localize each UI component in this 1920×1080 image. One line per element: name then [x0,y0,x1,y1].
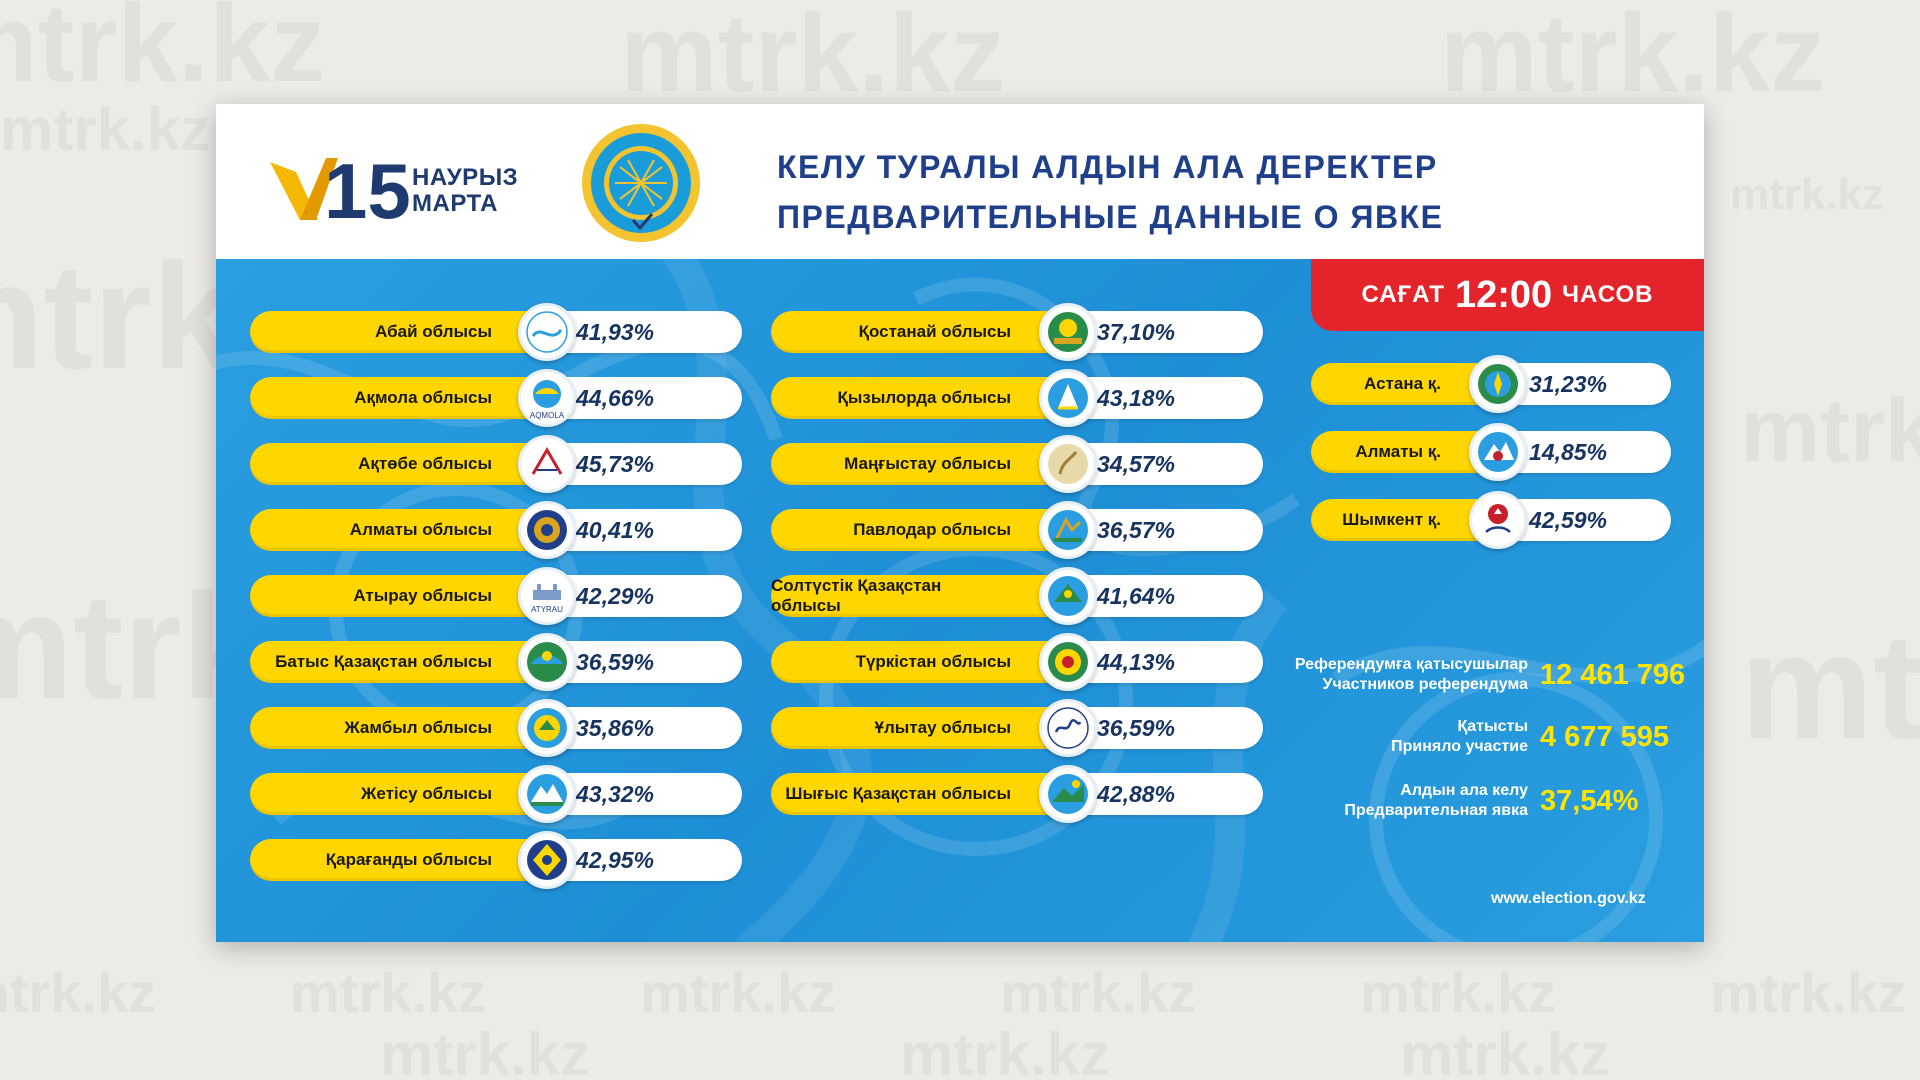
time-prefix: САҒАТ [1361,281,1445,308]
region-name: Шығыс Қазақстан облысы [771,773,1069,815]
almaty-city-emblem-icon [1469,423,1527,481]
watermark: mtrk.kz [1740,381,1920,481]
title-kz: КЕЛУ ТУРАЛЫ АЛДЫН АЛА ДЕРЕКТЕР [777,149,1438,185]
mangystau-emblem-icon [1039,435,1097,493]
watermark: mtrk.kz [1440,0,1826,115]
pavlodar-emblem-icon [1039,501,1097,559]
aktobe-emblem-icon [518,435,576,493]
watermark: mtrk.kz [620,0,1006,115]
karaganda-emblem-icon [518,831,576,889]
region-name: Ақтөбе облысы [250,443,550,485]
time-badge: САҒАТ 12:00 ЧАСОВ [1311,259,1704,331]
city-name: Алматы қ. [1311,431,1499,473]
region-name: Жамбыл облысы [250,707,550,749]
region-name: Түркістан облысы [771,641,1069,683]
abai-emblem-icon [518,303,576,361]
region-name: Қызылорда облысы [771,377,1069,419]
region-name: Алматы облысы [250,509,550,551]
watermark: mtrk.kz [1740,602,1920,770]
watermark: mtrk.kz [1000,961,1197,1024]
title-block: КЕЛУ ТУРАЛЫ АЛДЫН АЛА ДЕРЕКТЕР ПРЕДВАРИТ… [777,142,1443,242]
watermark: mtrk.kz [1400,1021,1611,1080]
north-kazakhstan-emblem-icon [1039,567,1097,625]
time-suffix: ЧАСОВ [1562,281,1654,308]
logo-line1: НАУРЫЗ [412,164,519,191]
atyrau-emblem-icon: ATYRAU [518,567,576,625]
east-kazakhstan-emblem-icon [1039,765,1097,823]
participants-label-ru: Участников референдума [1322,676,1528,693]
time-clock: 12:00 [1454,273,1553,316]
data-panel: САҒАТ 12:00 ЧАСОВ Абай облысы 41,93% Ақм… [216,259,1704,942]
region-name: Ақмола облысы [250,377,550,419]
region-name: Абай облысы [250,311,550,353]
shymkent-emblem-icon [1469,491,1527,549]
region-name: Қостанай облысы [771,311,1069,353]
turnout-total-value: 37,54% [1540,785,1639,817]
website-link[interactable]: www.election.gov.kz [1491,890,1646,907]
turkistan-emblem-icon [1039,633,1097,691]
region-name: Қарағанды облысы [250,839,550,881]
akmola-emblem-icon: AQMOLA [518,369,576,427]
participants-value: 12 461 796 [1540,659,1686,691]
region-name: Батыс Қазақстан облысы [250,641,550,683]
svg-text:AQMOLA: AQMOLA [530,411,565,420]
svg-text:ATYRAU: ATYRAU [531,605,563,614]
city-name: Астана қ. [1311,363,1499,405]
turnout-label-kz: Алдын ала келу [1400,782,1528,799]
checkmark-15-icon: 15 [270,147,411,226]
city-name: Шымкент қ. [1311,499,1499,541]
seal-emblem-icon [582,124,700,242]
took-part-value: 4 677 595 [1540,721,1670,753]
took-part-label-kz: Қатысты [1457,718,1528,735]
region-name: Жетісу облысы [250,773,550,815]
infographic-card: 15 НАУРЫЗ МАРТА КЕЛУ ТУРАЛЫ АЛДЫН АЛА ДЕ… [216,104,1704,942]
watermark: mtrk.kz [1710,961,1907,1024]
watermark: mtrk.kz [640,961,837,1024]
west-kazakhstan-emblem-icon [518,633,576,691]
commission-seal [580,122,702,244]
took-part-label-ru: Приняло участие [1391,738,1528,755]
watermark: mtrk.kz [1360,961,1557,1024]
header: 15 НАУРЫЗ МАРТА КЕЛУ ТУРАЛЫ АЛДЫН АЛА ДЕ… [216,104,1704,259]
kostanay-emblem-icon [1039,303,1097,361]
zhambyl-emblem-icon [518,699,576,757]
watermark: mtrk.kz [1730,170,1885,219]
region-name: Солтүстік Қазақстан облысы [771,575,1069,617]
watermark: mtrk.kz [290,961,487,1024]
watermark: mtrk.kz [0,961,157,1024]
logo-line2: МАРТА [412,190,498,217]
title-ru: ПРЕДВАРИТЕЛЬНЫЕ ДАННЫЕ О ЯВКЕ [777,199,1444,235]
watermark: mtrk.kz [900,1021,1111,1080]
region-name: Ұлытау облысы [771,707,1069,749]
region-name: Маңғыстау облысы [771,443,1069,485]
watermark: mtrk.kz [380,1021,591,1080]
almaty-region-emblem-icon [518,501,576,559]
watermark: mtrk.kz [0,0,326,105]
referendum-logo: 15 НАУРЫЗ МАРТА [266,146,536,226]
region-name: Павлодар облысы [771,509,1069,551]
participants-label-kz: Референдумға қатысушылар [1294,656,1528,673]
zhetysu-emblem-icon [518,765,576,823]
watermark: mtrk.kz [0,96,211,163]
turnout-value: 36,57% [1051,509,1263,551]
region-name: Атырау облысы [250,575,550,617]
logo-number: 15 [324,147,411,226]
kyzylorda-emblem-icon [1039,369,1097,427]
astana-emblem-icon [1469,355,1527,413]
ulytau-emblem-icon [1039,699,1097,757]
turnout-label-ru: Предварительная явка [1344,802,1528,819]
